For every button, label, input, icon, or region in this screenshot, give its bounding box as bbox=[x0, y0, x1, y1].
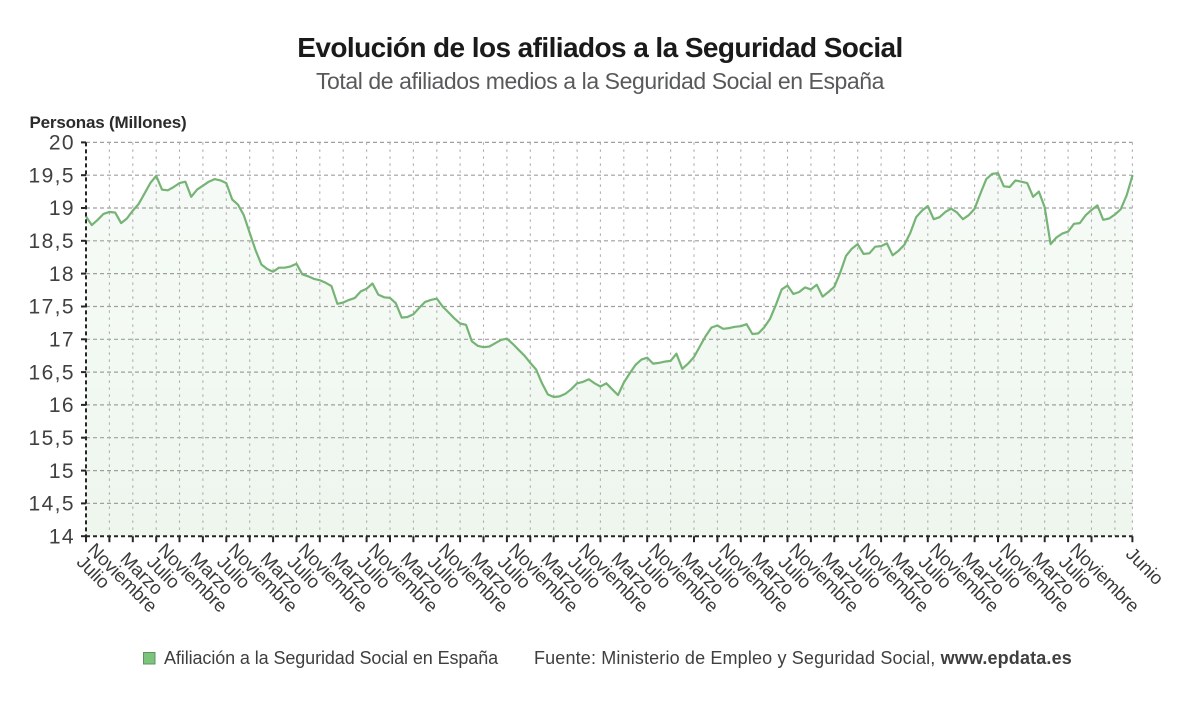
svg-text:20: 20 bbox=[49, 132, 75, 155]
svg-text:19,5: 19,5 bbox=[29, 164, 75, 187]
svg-text:Total de afiliados medios a la: Total de afiliados medios a la Seguridad… bbox=[316, 68, 885, 94]
svg-text:14: 14 bbox=[49, 525, 75, 548]
svg-text:19: 19 bbox=[49, 197, 75, 220]
svg-text:18: 18 bbox=[49, 263, 75, 286]
svg-text:17,5: 17,5 bbox=[29, 296, 75, 319]
svg-text:15: 15 bbox=[49, 460, 75, 483]
svg-text:Afiliación a la Seguridad Soci: Afiliación a la Seguridad Social en Espa… bbox=[164, 648, 499, 668]
svg-text:Fuente: Ministerio de Empleo y: Fuente: Ministerio de Empleo y Seguridad… bbox=[534, 648, 1072, 668]
svg-text:16,5: 16,5 bbox=[29, 361, 75, 384]
svg-text:15,5: 15,5 bbox=[29, 427, 75, 450]
svg-text:14,5: 14,5 bbox=[29, 493, 75, 516]
svg-text:Personas (Millones): Personas (Millones) bbox=[30, 113, 187, 132]
svg-text:16: 16 bbox=[49, 394, 75, 417]
svg-text:Evolución de los afiliados a l: Evolución de los afiliados a la Segurida… bbox=[297, 32, 902, 63]
svg-text:18,5: 18,5 bbox=[29, 230, 75, 253]
svg-text:Junio: Junio bbox=[1122, 543, 1168, 589]
svg-text:17: 17 bbox=[49, 329, 75, 352]
